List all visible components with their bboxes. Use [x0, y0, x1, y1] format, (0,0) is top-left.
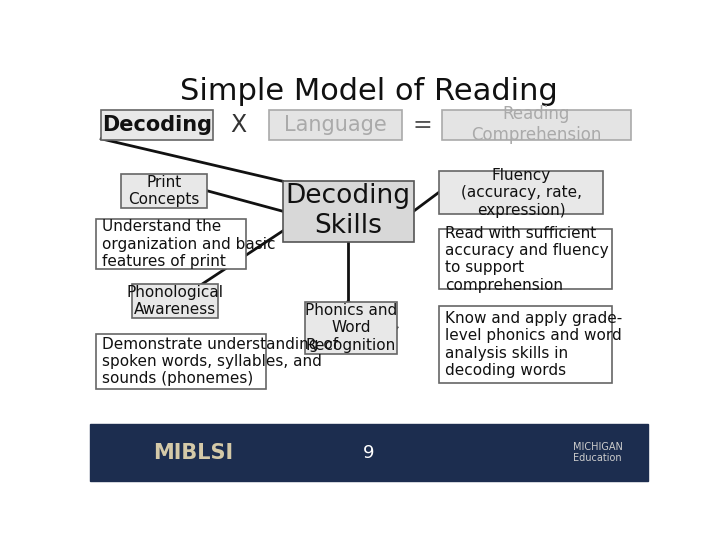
- Text: Understand the
organization and basic
features of print: Understand the organization and basic fe…: [102, 219, 276, 269]
- FancyBboxPatch shape: [132, 284, 218, 319]
- Text: Reading
Comprehension: Reading Comprehension: [471, 105, 602, 144]
- FancyBboxPatch shape: [438, 171, 603, 214]
- Text: Simple Model of Reading: Simple Model of Reading: [180, 77, 558, 106]
- Text: 9: 9: [364, 443, 374, 462]
- FancyBboxPatch shape: [121, 174, 207, 208]
- Text: MIBLSI: MIBLSI: [153, 443, 233, 463]
- Text: Phonological
Awareness: Phonological Awareness: [127, 285, 224, 318]
- Text: Print
Concepts: Print Concepts: [128, 175, 199, 207]
- Text: Fluency
(accuracy, rate,
expression): Fluency (accuracy, rate, expression): [461, 168, 582, 218]
- FancyBboxPatch shape: [305, 302, 397, 354]
- Text: MICHIGAN
Education: MICHIGAN Education: [573, 442, 623, 463]
- Text: Decoding
Skills: Decoding Skills: [286, 184, 410, 239]
- FancyBboxPatch shape: [441, 110, 631, 140]
- FancyBboxPatch shape: [269, 110, 402, 140]
- FancyBboxPatch shape: [438, 306, 612, 383]
- Bar: [90, 424, 648, 481]
- FancyBboxPatch shape: [96, 219, 246, 268]
- FancyBboxPatch shape: [96, 334, 266, 389]
- Text: =: =: [412, 113, 432, 137]
- FancyBboxPatch shape: [282, 181, 413, 241]
- Text: Language: Language: [284, 114, 387, 134]
- Text: Decoding: Decoding: [102, 114, 212, 134]
- Text: X: X: [230, 113, 246, 137]
- Text: Phonics and
Word
Recognition: Phonics and Word Recognition: [305, 303, 397, 353]
- Text: Read with sufficient
accuracy and fluency
to support
comprehension: Read with sufficient accuracy and fluenc…: [446, 226, 609, 293]
- Text: Demonstrate understanding of
spoken words, syllables, and
sounds (phonemes): Demonstrate understanding of spoken word…: [102, 336, 338, 387]
- FancyBboxPatch shape: [438, 229, 612, 289]
- FancyBboxPatch shape: [101, 110, 213, 140]
- Text: Know and apply grade-
level phonics and word
analysis skills in
decoding words: Know and apply grade- level phonics and …: [446, 311, 623, 378]
